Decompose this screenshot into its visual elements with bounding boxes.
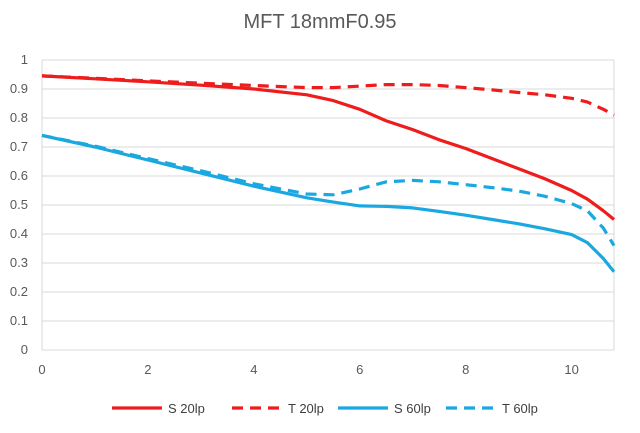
y-tick-label: 0.2	[10, 284, 28, 299]
y-tick-label: 0.3	[10, 255, 28, 270]
series-line-s-20lp	[41, 74, 616, 221]
x-tick-label: 2	[144, 362, 151, 377]
chart-title: MFT 18mmF0.95	[244, 11, 397, 33]
series-line-t-60lp	[41, 133, 616, 247]
series-line-t-20lp	[41, 74, 615, 117]
legend-label: S 20lp	[168, 401, 205, 416]
series-lines	[41, 74, 616, 273]
y-tick-label: 0.7	[10, 139, 28, 154]
x-tick-label: 6	[356, 362, 363, 377]
x-tick-label: 4	[250, 362, 257, 377]
x-tick-label: 8	[462, 362, 469, 377]
y-tick-label: 0.5	[10, 197, 28, 212]
y-tick-label: 0	[21, 342, 28, 357]
legend: S 20lp T 20lp S 60lp T 60lp	[112, 401, 538, 416]
legend-label: T 20lp	[288, 401, 324, 416]
x-tick-label: 10	[564, 362, 578, 377]
legend-label: S 60lp	[394, 401, 431, 416]
y-tick-label: 0.9	[10, 81, 28, 96]
legend-label: T 60lp	[502, 401, 538, 416]
series-line-s-60lp	[41, 133, 616, 273]
x-tick-label: 0	[38, 362, 45, 377]
y-tick-label: 0.8	[10, 110, 28, 125]
y-tick-label: 0.6	[10, 168, 28, 183]
axes: 00.10.20.30.40.50.60.70.80.910 2 4 6 8 10	[10, 52, 615, 377]
y-tick-label: 0.1	[10, 313, 28, 328]
y-tick-label: 0.4	[10, 226, 28, 241]
grid-lines	[42, 59, 614, 351]
y-tick-label: 1	[21, 52, 28, 67]
